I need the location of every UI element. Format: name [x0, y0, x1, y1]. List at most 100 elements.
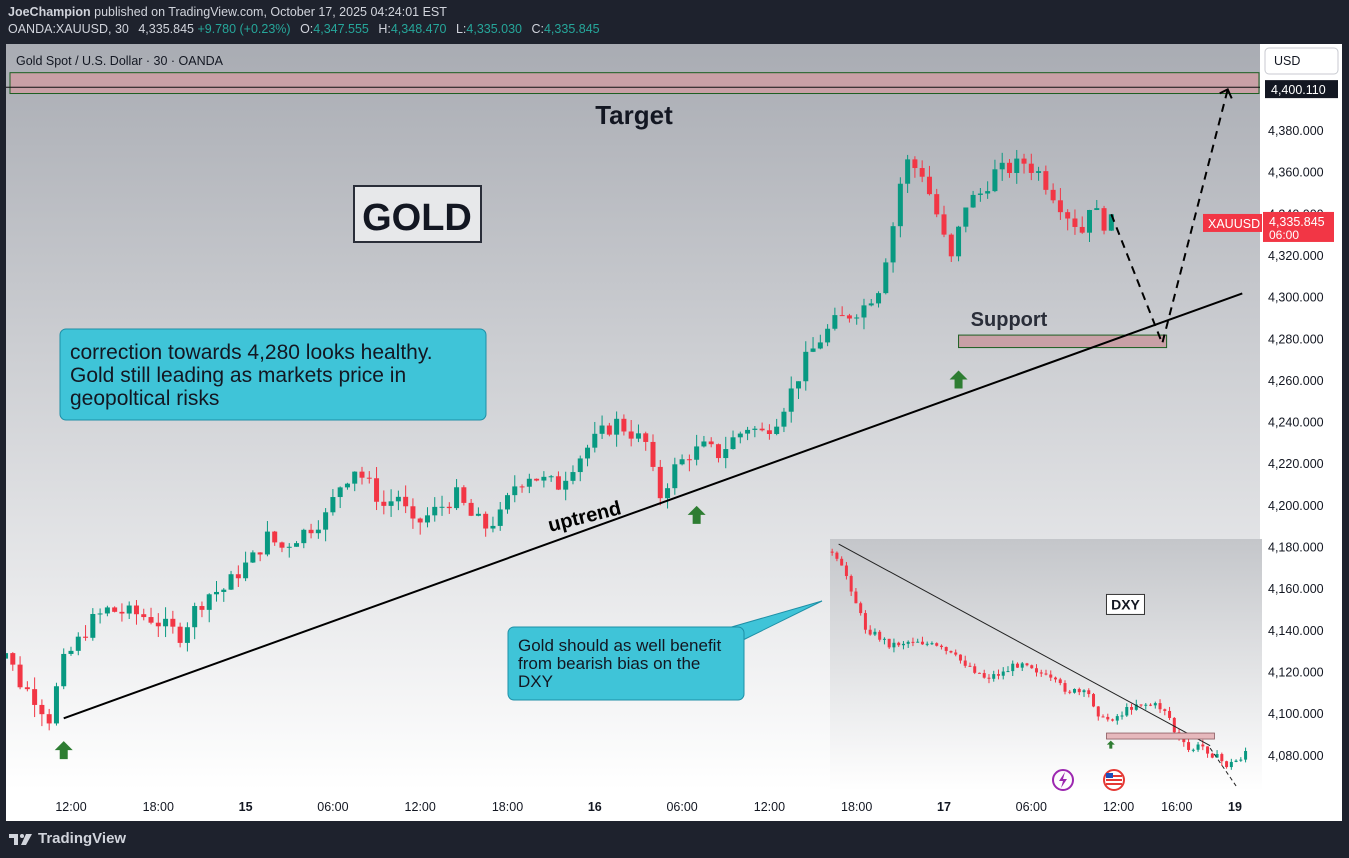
up-arrow-icon [949, 370, 968, 389]
candle-body [519, 486, 525, 488]
dxy-candle-body [1229, 761, 1233, 768]
candle-body [163, 618, 169, 627]
dxy-candle-body [1187, 742, 1191, 750]
candle-body [90, 613, 96, 638]
dxy-candle-body [1158, 703, 1162, 710]
candle-body [1021, 158, 1027, 164]
currency-button[interactable]: USD [1264, 47, 1339, 75]
candle-body [403, 496, 409, 507]
candle-body [614, 418, 620, 435]
dxy-candle-body [1201, 744, 1205, 747]
candle-body [104, 607, 110, 614]
candle-body [708, 441, 714, 445]
time-axis[interactable]: 12:00 18:00 15 06:00 12:00 18:00 16 06:00 12:00 1… [55, 800, 1242, 814]
dxy-candle-body [887, 638, 891, 648]
dxy-candle-body [992, 674, 996, 679]
candle-body [694, 446, 700, 460]
candle-body [483, 513, 489, 529]
gold-label: GOLD [362, 197, 472, 239]
candle-body [1006, 162, 1012, 174]
tradingview-logo[interactable]: TradingView [8, 830, 126, 847]
candle-body [112, 607, 118, 612]
candle-body [876, 293, 882, 304]
dxy-candle-body [1058, 679, 1062, 684]
candle-body [665, 488, 671, 499]
projection-arrowhead [1219, 87, 1233, 99]
price-chart[interactable]: 4,080.000 4,100.000 4,120.000 4,140.000 4,16… [6, 44, 1342, 821]
dxy-candle-body [973, 666, 977, 673]
candle-body [424, 515, 430, 523]
candle-body [999, 162, 1005, 170]
candle-body [679, 459, 685, 465]
currency-label: USD [1274, 54, 1300, 68]
x-tick-label: 12:00 [1103, 800, 1134, 814]
x-tick-label: 15 [239, 800, 253, 814]
callout-main-box [59, 328, 487, 421]
candle-body [308, 529, 314, 534]
y-tick-label: 4,220.000 [1268, 457, 1324, 471]
candle-body [184, 627, 190, 643]
candle-body [395, 496, 401, 502]
candle-body [323, 512, 329, 530]
y-tick-label: 4,260.000 [1268, 374, 1324, 388]
candle-body [53, 686, 59, 724]
author-name[interactable]: JoeChampion [8, 5, 91, 19]
candle-body [119, 611, 125, 614]
candle-body [563, 480, 569, 490]
candle-body [344, 483, 350, 488]
candle-body [752, 428, 758, 430]
candle-body [257, 552, 263, 555]
header-bar: JoeChampion published on TradingView.com… [0, 0, 1349, 44]
dxy-candle-body [1020, 663, 1024, 668]
open-value: 4,347.555 [313, 22, 369, 36]
dxy-candle-body [958, 654, 962, 661]
candle-body [294, 543, 300, 547]
price-axis-background [1260, 44, 1342, 821]
candle-body [832, 315, 838, 329]
callout-dxy-box [507, 626, 745, 701]
candle-body [177, 626, 183, 643]
candle-body [846, 315, 852, 319]
candle-body [599, 425, 605, 434]
candle-body [337, 487, 343, 498]
dxy-candle-body [1244, 751, 1248, 760]
candle-body [6, 653, 9, 659]
candle-body [286, 546, 292, 548]
x-tick-label: 19 [1228, 800, 1242, 814]
us-flag-stripe [1106, 779, 1122, 781]
candle-body [301, 529, 307, 544]
x-tick-label: 16:00 [1161, 800, 1192, 814]
candle-body [359, 471, 365, 478]
x-tick-label: 06:00 [1016, 800, 1047, 814]
candle-body [897, 183, 903, 227]
candle-body [810, 348, 816, 352]
close-value: 4,335.845 [543, 22, 600, 36]
candle-body [585, 447, 591, 459]
dxy-candle-body [1239, 759, 1243, 761]
y-tick-label: 4,180.000 [1268, 541, 1324, 555]
candle-body [628, 431, 634, 439]
dxy-candle-body [963, 660, 967, 666]
candle-body [243, 562, 249, 579]
dxy-candle-body [1153, 703, 1157, 706]
high-label: H: [378, 22, 391, 36]
candle-body [541, 476, 547, 481]
dxy-candle-body [930, 643, 934, 645]
last-price: 4,335.845 [138, 22, 194, 36]
candle-body [133, 605, 139, 615]
dxy-candle-body [1234, 760, 1238, 762]
dxy-candle-body [1120, 715, 1124, 717]
price-axis[interactable]: 4,080.000 4,100.000 4,120.000 4,140.000 4,16… [1268, 124, 1324, 763]
dxy-candle-body [892, 642, 896, 648]
countdown-label: 06:00 [1269, 228, 1299, 242]
callouts-layer: correction towards 4,280 looks healthy.G… [59, 328, 823, 701]
candle-body [505, 495, 510, 510]
callout-dxy-line: Gold should as well benefit [518, 636, 721, 655]
dxy-candle-body [949, 650, 953, 653]
dxy-support-zone [1106, 732, 1215, 740]
candle-body [803, 351, 809, 382]
candle-body [417, 518, 423, 523]
x-tick-label: 12:00 [55, 800, 86, 814]
chart-frame[interactable]: 4,080.000 4,100.000 4,120.000 4,140.000 4,16… [6, 44, 1342, 821]
